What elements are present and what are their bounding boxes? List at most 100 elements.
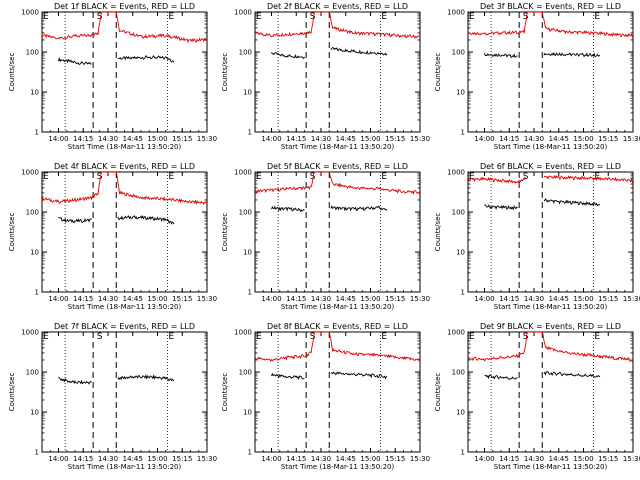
detector-panel-2: Det 2f BLACK = Events, RED = LLD 1 10 100 10… [221,2,430,151]
x-tick-label: 15:15 [598,295,618,303]
time-marker-label: E [256,12,262,22]
x-axis-label: Start Time (18-Mar-11 13:50:20) [494,143,608,151]
series-line-lld [543,174,633,184]
detector-panel-8: Det 8f BLACK = Events, RED = LLD 1 10 100 10… [221,322,430,471]
series-line-events [117,215,175,225]
x-tick-label: 15:15 [172,295,192,303]
panel-title: Det 4f BLACK = Events, RED = LLD [54,162,195,171]
x-tick-label: 14:45 [336,455,356,463]
x-tick-label: 14:15 [286,295,306,303]
x-tick-label: 14:30 [98,455,118,463]
series-line-lld [255,172,420,196]
series-line-lld [42,172,207,205]
y-tick-label: 100 [26,209,39,217]
y-tick-label: 100 [239,209,252,217]
y-tick-label: 10 [30,89,39,97]
y-tick-label: 1 [461,449,465,457]
y-tick-label: 1000 [447,169,465,177]
y-tick-label: 1000 [21,169,39,177]
y-axis-label: Counts/sec [8,213,16,252]
time-marker-label: S [523,12,529,22]
time-marker-label: E [381,332,387,342]
detector-panel-7: Det 7f BLACK = Events, RED = LLD 1 10 100 10… [8,322,217,471]
detector-panel-3: Det 3f BLACK = Events, RED = LLD 1 10 100 10… [434,2,640,151]
x-tick-label: 14:30 [524,295,544,303]
y-axis-label: Counts/sec [434,373,442,412]
plot-frame [41,171,208,293]
x-tick-label: 14:30 [524,455,544,463]
y-axis-label: Counts/sec [434,53,442,92]
x-tick-label: 15:00 [573,455,593,463]
x-axis-label: Start Time (18-Mar-11 13:50:20) [281,303,395,311]
x-axis-label: Start Time (18-Mar-11 13:50:20) [494,303,608,311]
y-tick-label: 100 [26,369,39,377]
x-tick-label: 15:15 [172,135,192,143]
series-line-events [484,204,518,211]
time-marker-label: E [256,172,262,182]
time-marker-label: E [43,12,49,22]
x-tick-label: 15:00 [573,135,593,143]
x-tick-label: 14:15 [286,455,306,463]
x-tick-label: 14:15 [73,455,93,463]
x-tick-label: 15:00 [147,135,167,143]
y-tick-label: 1000 [234,9,252,17]
time-marker-label: E [594,12,600,22]
panel-title: Det 9f BLACK = Events, RED = LLD [480,322,621,331]
x-tick-label: 14:45 [123,455,143,463]
time-marker-label: S [97,12,103,22]
x-tick-label: 14:45 [549,295,569,303]
y-tick-label: 100 [26,49,39,57]
detector-panel-9: Det 9f BLACK = Events, RED = LLD 1 10 100 10… [434,322,640,471]
y-tick-label: 1 [248,449,252,457]
time-marker-label: E [168,332,174,342]
y-axis-label: Counts/sec [8,53,16,92]
y-tick-label: 1000 [21,329,39,337]
y-tick-label: 1000 [447,9,465,17]
y-tick-label: 10 [243,89,252,97]
x-tick-label: 14:00 [474,295,494,303]
time-marker-label: E [469,12,475,22]
y-tick-label: 1000 [234,329,252,337]
time-marker-label: E [594,332,600,342]
x-tick-label: 15:30 [623,455,640,463]
x-tick-label: 15:15 [172,455,192,463]
x-tick-label: 14:45 [336,295,356,303]
y-tick-label: 100 [239,49,252,57]
y-tick-label: 100 [452,369,465,377]
time-marker-label: E [43,332,49,342]
x-axis-label: Start Time (18-Mar-11 13:50:20) [281,143,395,151]
series-line-events [543,198,601,207]
time-marker-label: S [523,332,529,342]
x-tick-label: 15:00 [573,295,593,303]
y-tick-label: 1000 [447,329,465,337]
x-tick-label: 15:30 [197,295,217,303]
series-line-lld [468,12,633,38]
y-tick-label: 1 [248,289,252,297]
detector-panel-6: Det 6f BLACK = Events, RED = LLD 1 10 100 10… [434,162,640,311]
plot-frame [41,11,208,133]
x-tick-label: 15:00 [360,295,380,303]
series-line-events [117,374,175,382]
series-line-events [330,47,388,56]
plot-frame [41,331,208,453]
panel-title: Det 8f BLACK = Events, RED = LLD [267,322,408,331]
time-marker-label: E [168,12,174,22]
x-tick-label: 15:00 [147,295,167,303]
series-line-events [330,371,388,380]
time-marker-label: E [43,172,49,182]
y-axis-label: Counts/sec [221,373,229,412]
x-tick-label: 14:15 [499,295,519,303]
y-tick-label: 10 [30,409,39,417]
time-marker-label: S [97,172,103,182]
y-tick-label: 1 [461,129,465,137]
x-tick-label: 15:30 [410,295,430,303]
x-tick-label: 14:30 [98,135,118,143]
detector-panel-1: Det 1f BLACK = Events, RED = LLD 1 10 100 10… [8,2,217,151]
panel-title: Det 7f BLACK = Events, RED = LLD [54,322,195,331]
x-tick-label: 14:45 [336,135,356,143]
x-tick-label: 15:30 [197,455,217,463]
time-marker-label: E [469,332,475,342]
y-tick-label: 10 [456,409,465,417]
x-tick-label: 14:45 [549,135,569,143]
panel-title: Det 5f BLACK = Events, RED = LLD [267,162,408,171]
